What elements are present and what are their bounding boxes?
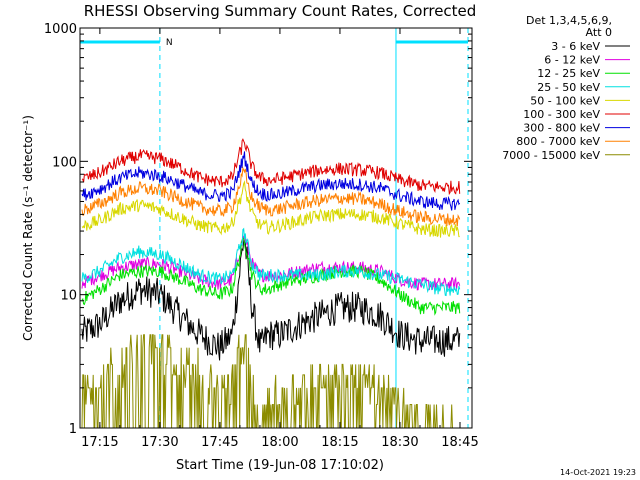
x-tick-label: 17:30 bbox=[141, 435, 178, 450]
x-tick-label: 18:30 bbox=[381, 435, 418, 450]
x-tick-label: 18:45 bbox=[441, 435, 478, 450]
legend-label: 25 - 50 keV bbox=[537, 81, 600, 94]
legend-label: 12 - 25 keV bbox=[537, 67, 600, 80]
legend-label: 7000 - 15000 keV bbox=[502, 149, 600, 162]
chart-title: RHESSI Observing Summary Count Rates, Co… bbox=[84, 2, 477, 20]
y-tick-label: 10 bbox=[60, 289, 77, 304]
series-line-1 bbox=[81, 239, 461, 361]
series-line-6 bbox=[81, 138, 461, 196]
y-tick-label: 100 bbox=[52, 155, 77, 170]
legend-label: 300 - 800 keV bbox=[523, 122, 600, 135]
series-line-5 bbox=[81, 180, 460, 238]
series-line-9 bbox=[81, 334, 460, 429]
series-lines bbox=[81, 138, 461, 429]
x-axis-label: Start Time (19-Jun-08 17:10:02) bbox=[176, 458, 384, 473]
legend-label: 6 - 12 keV bbox=[544, 54, 600, 67]
y-tick-label: 1 bbox=[69, 422, 77, 437]
x-tick-label: 17:45 bbox=[201, 435, 238, 450]
legend-label: 50 - 100 keV bbox=[530, 94, 600, 107]
series-line-3 bbox=[81, 237, 461, 316]
x-tick-label: 18:00 bbox=[261, 435, 298, 450]
series-line-4 bbox=[81, 227, 461, 297]
y-axis-label: Corrected Count Rate (s⁻¹ detector⁻¹) bbox=[21, 115, 35, 341]
x-tick-label: 18:15 bbox=[321, 435, 358, 450]
y-tick-label: 1000 bbox=[44, 22, 77, 37]
legend-label: 100 - 300 keV bbox=[523, 108, 600, 121]
legend-header: Det 1,3,4,5,6,9, bbox=[526, 14, 612, 27]
series-line-8 bbox=[81, 166, 461, 227]
axes: 17:15 17:30 17:45 18:00 18:15 18:30 18:45 1 10 10… bbox=[44, 22, 479, 450]
plot-frame bbox=[79, 27, 473, 429]
x-tick-label: 17:15 bbox=[81, 435, 118, 450]
plot-area: N bbox=[79, 27, 473, 429]
legend-header: Att 0 bbox=[586, 26, 612, 39]
legend-label: 3 - 6 keV bbox=[551, 40, 600, 53]
night-label: N bbox=[166, 38, 173, 48]
timestamp: 14-Oct-2021 19:23 bbox=[560, 468, 636, 477]
legend-label: 800 - 7000 keV bbox=[516, 135, 600, 148]
series-line-7 bbox=[81, 151, 461, 211]
